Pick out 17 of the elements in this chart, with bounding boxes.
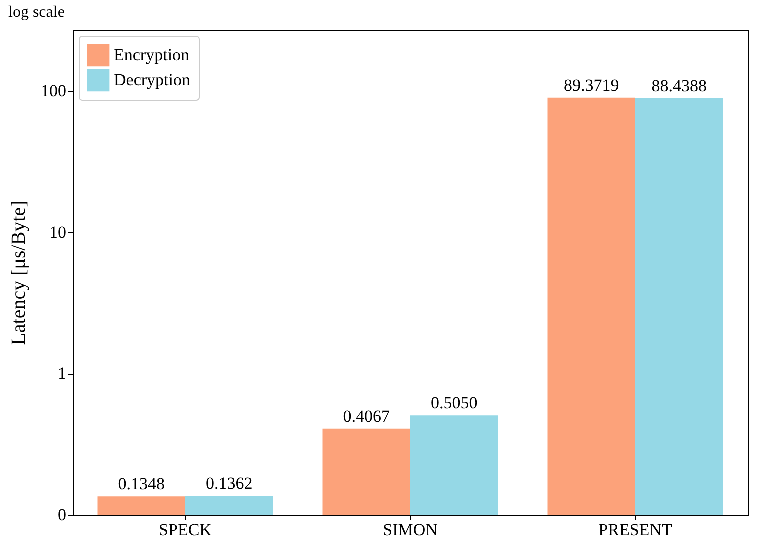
- data-label: 0.1348: [118, 474, 165, 494]
- x-tick-label: SIMON: [383, 520, 438, 540]
- y-axis-title: Latency [μs/Byte]: [8, 200, 30, 346]
- data-label: 0.5050: [431, 394, 478, 413]
- text: log scale: [8, 4, 65, 21]
- legend-label: Decryption: [114, 70, 191, 90]
- y-tick-label: 10: [50, 222, 66, 242]
- data-label: 0.4067: [343, 406, 390, 426]
- x-tick-label: PRESENT: [598, 520, 673, 540]
- data-label: 88.4388: [652, 76, 707, 96]
- y-tick-label: 1: [58, 364, 66, 384]
- data-label: 0.1362: [206, 474, 253, 494]
- data-label: 89.3719: [564, 76, 620, 95]
- legend-label: Encryption: [114, 46, 190, 64]
- y-tick-label: 0: [58, 506, 66, 524]
- y-tick-label: 100: [41, 81, 66, 100]
- x-tick-label: SPECK: [159, 520, 213, 540]
